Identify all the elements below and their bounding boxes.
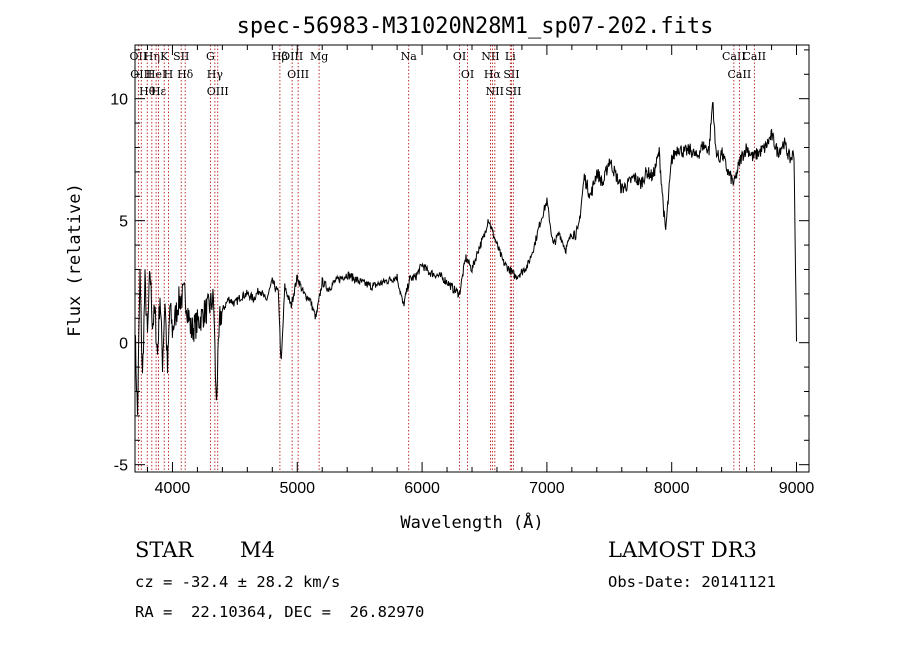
plot-frame xyxy=(134,44,810,473)
spectral-line-label: K xyxy=(160,50,169,63)
spectral-line-markers: OIIOIIIHθHηHeIHεKHSIIHδGHγOIIIHβOIIIOIII… xyxy=(130,45,766,472)
chart-title: spec-56983-M31020N28M1_sp07-202.fits xyxy=(237,14,714,39)
x-tick-label: 5000 xyxy=(279,480,315,497)
spectral-line-label: Li xyxy=(505,50,516,63)
x-tick-label: 7000 xyxy=(529,480,565,497)
x-tick-label: 6000 xyxy=(404,480,440,497)
redshift-text: cz = -32.4 ± 28.2 km/s xyxy=(135,573,341,591)
spectral-line-label: Mg xyxy=(310,50,328,63)
y-tick-label: 0 xyxy=(119,336,128,353)
spectral-line-label: OIII xyxy=(207,85,229,98)
spectral-line-label: SII xyxy=(173,50,189,63)
spectral-line-label: Hε xyxy=(151,85,167,98)
spectral-line-label: Hγ xyxy=(207,68,224,81)
spectral-line-label: H xyxy=(164,68,174,81)
y-axis-label: Flux (relative) xyxy=(65,183,85,337)
x-tick-label: 4000 xyxy=(155,480,191,497)
x-tick-label: 8000 xyxy=(654,480,690,497)
spectral-line-label: HeI xyxy=(146,68,166,81)
spectral-line-label: CaII xyxy=(722,50,746,63)
spectral-line-label: SII xyxy=(503,68,519,81)
spectral-line-label: OIII xyxy=(287,68,309,81)
spectral-line-label: Hη xyxy=(144,50,160,63)
survey-name: LAMOST DR3 xyxy=(608,538,757,562)
spectral-line-label: Hβ xyxy=(272,50,288,63)
y-tick-label: 10 xyxy=(110,92,128,109)
spectral-line-label: Hδ xyxy=(177,68,194,81)
object-subclass: M4 xyxy=(240,538,275,562)
object-class: STAR xyxy=(135,538,194,562)
spectral-line-label: CaII xyxy=(742,50,766,63)
spectral-line-label: SII xyxy=(505,85,521,98)
spectral-line-label: OII xyxy=(130,50,148,63)
spectral-line-label: CaII xyxy=(728,68,752,81)
spectral-line-label: Na xyxy=(401,50,418,63)
y-tick-label: 5 xyxy=(119,214,128,231)
spectral-line-label: Hα xyxy=(484,68,502,81)
spectral-line-label: NII xyxy=(486,85,504,98)
coordinates-text: RA = 22.10364, DEC = 26.82970 xyxy=(135,603,425,621)
spectral-line-label: OIII xyxy=(130,68,152,81)
x-axis-label: Wavelength (Å) xyxy=(400,511,543,533)
obs-date-text: Obs-Date: 20141121 xyxy=(608,573,776,591)
axis-ticks: 4000 5000 6000 7000 8000 9000 -5 0 5 10 xyxy=(110,45,814,497)
y-tick-label: -5 xyxy=(114,458,128,475)
spectral-line-label: OIII xyxy=(281,50,303,63)
x-tick-label: 9000 xyxy=(779,480,815,497)
spectral-line-label: NII xyxy=(481,50,499,63)
spectral-line-label: OI xyxy=(453,50,466,63)
spectral-line-label: OI xyxy=(461,68,474,81)
spectrum-line xyxy=(134,101,797,415)
spectral-line-label: G xyxy=(206,50,215,63)
